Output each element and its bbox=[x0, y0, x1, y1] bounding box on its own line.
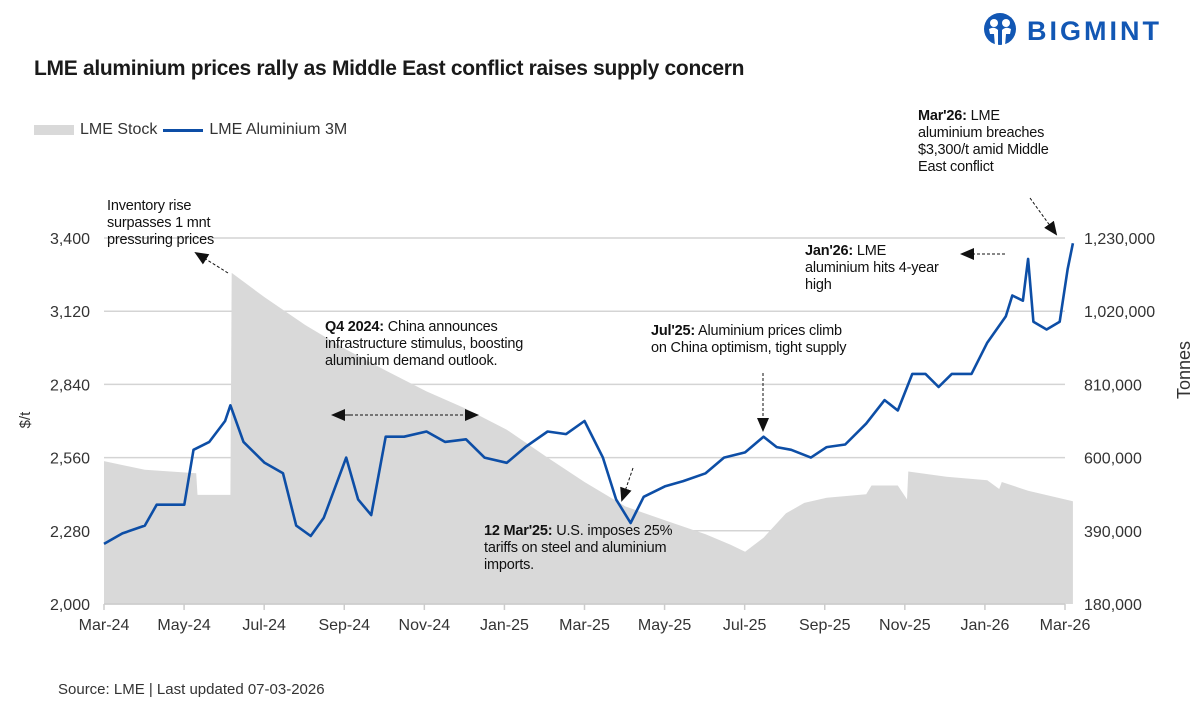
x-tick-label: Mar-25 bbox=[559, 617, 610, 634]
x-tick-label: Nov-24 bbox=[399, 617, 451, 634]
x-tick-label: May-24 bbox=[157, 617, 210, 634]
arrow-inventory bbox=[194, 251, 229, 274]
y-tick-label: 2,560 bbox=[50, 451, 90, 468]
source-note: Source: LME | Last updated 07-03-2026 bbox=[58, 681, 325, 698]
y2-tick-label: 390,000 bbox=[1084, 524, 1142, 541]
arrow-mar25 bbox=[620, 467, 634, 502]
y-tick-label: 2,840 bbox=[50, 377, 90, 394]
annotation-jan26: Jan'26: LME aluminium hits 4-year high bbox=[805, 243, 939, 293]
annotation-inventory: Inventory rise surpasses 1 mnt pressurin… bbox=[107, 198, 215, 248]
y2-tick-label: 1,230,000 bbox=[1084, 231, 1155, 248]
chart-title: LME aluminium prices rally as Middle Eas… bbox=[34, 57, 745, 80]
x-tick-label: Jul-25 bbox=[723, 617, 767, 634]
y-tick-label: 2,280 bbox=[50, 524, 90, 541]
annotation-mar25: 12 Mar'25: U.S. imposes 25% tariffs on s… bbox=[484, 523, 673, 573]
legend-swatch-price bbox=[163, 128, 204, 132]
x-tick-label: Jan-26 bbox=[960, 617, 1009, 634]
brand-name: BIGMINT bbox=[1027, 15, 1162, 46]
x-tick-label: Sep-24 bbox=[318, 617, 370, 634]
x-tick-label: Jan-25 bbox=[480, 617, 529, 634]
y-tick-label: 2,000 bbox=[50, 597, 90, 614]
bigmint-logo-icon bbox=[984, 13, 1016, 46]
y-tick-label: 3,400 bbox=[50, 231, 90, 248]
y2-tick-label: 600,000 bbox=[1084, 451, 1142, 468]
x-tick-label: Jul-24 bbox=[242, 617, 286, 634]
y-axis-label: $/t bbox=[17, 411, 34, 429]
legend: LME Stock LME Aluminium 3M bbox=[34, 121, 347, 139]
legend-label-price: LME Aluminium 3M bbox=[209, 121, 348, 138]
x-tick-label: Mar-24 bbox=[79, 617, 130, 634]
x-tick-label: Nov-25 bbox=[879, 617, 931, 634]
y2-tick-label: 180,000 bbox=[1084, 597, 1142, 614]
annotation-jul25: Jul'25: Aluminium prices climb on China … bbox=[651, 323, 847, 356]
y2-tick-label: 810,000 bbox=[1084, 377, 1142, 394]
bigmint-logo: BIGMINT bbox=[983, 12, 1162, 50]
x-tick-label: Mar-26 bbox=[1040, 617, 1091, 634]
y2-axis-label: Tonnes bbox=[1174, 341, 1194, 399]
stock-area bbox=[104, 272, 1073, 604]
annotation-mar26: Mar'26: LME aluminium breaches $3,300/t … bbox=[918, 108, 1049, 175]
x-tick-label: Sep-25 bbox=[799, 617, 851, 634]
legend-swatch-stock bbox=[34, 125, 74, 135]
legend-label-stock: LME Stock bbox=[80, 121, 158, 138]
x-tick-label: May-25 bbox=[638, 617, 691, 634]
arrow-mar26 bbox=[1029, 197, 1058, 236]
price-line bbox=[103, 242, 1075, 546]
y2-tick-label: 1,020,000 bbox=[1084, 304, 1155, 321]
y-tick-label: 3,120 bbox=[50, 304, 90, 321]
annotation-q4-2024: Q4 2024: China announces infrastructure … bbox=[325, 319, 524, 369]
